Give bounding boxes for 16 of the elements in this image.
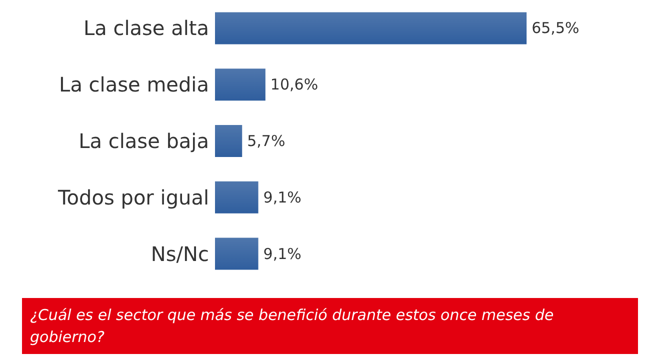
data-label: 9,1% <box>263 244 302 263</box>
data-label: 10,6% <box>270 76 318 94</box>
data-label: 65,5% <box>532 19 580 38</box>
bar <box>215 125 242 157</box>
y-tick-label: La clase baja <box>78 129 209 153</box>
text: ¿Cuál es el sector que más se benefició durante estos once meses de gobierno? <box>30 306 558 346</box>
bar <box>215 238 258 270</box>
bar <box>215 68 266 101</box>
y-tick-label: Todos por igual <box>56 185 209 210</box>
data-label: 5,7% <box>247 132 286 150</box>
y-tick-label: La clase media <box>59 72 209 97</box>
bar <box>215 181 258 214</box>
bar <box>215 12 527 44</box>
y-tick-label: La clase alta <box>83 16 209 40</box>
y-tick-label: Ns/Nc <box>150 242 209 266</box>
data-label: 9,1% <box>263 188 302 206</box>
